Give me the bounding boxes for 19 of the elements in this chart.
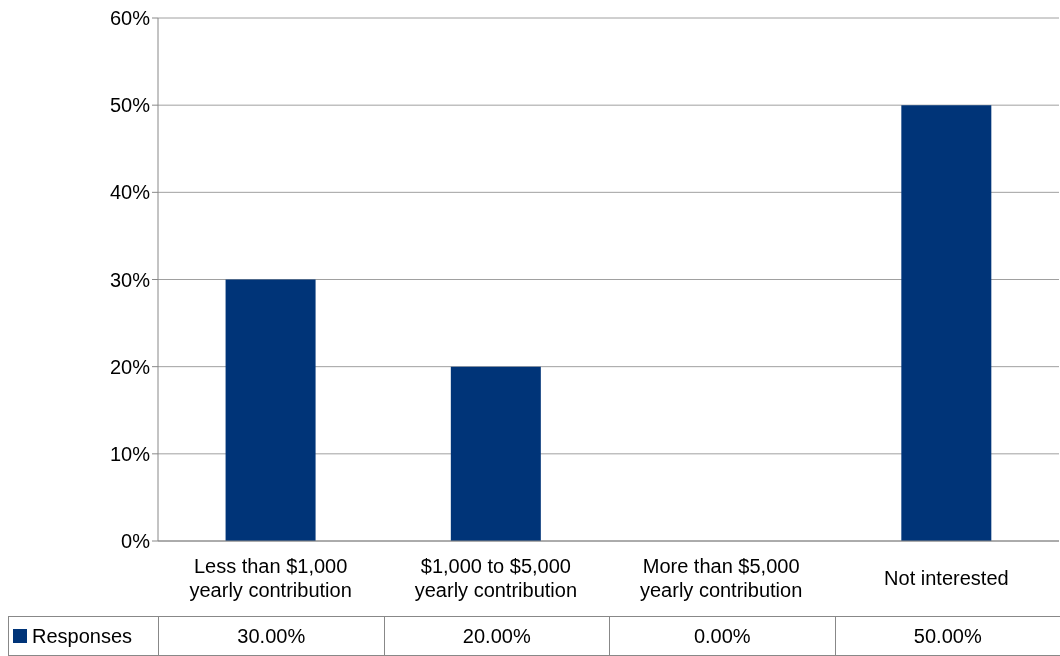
x-tick-label: $1,000 to $5,000 yearly contribution: [414, 555, 578, 601]
data-label: 50.00%: [834, 617, 1060, 655]
data-label: 0.00%: [609, 617, 835, 655]
bar: [901, 105, 992, 541]
data-label: 20.00%: [383, 617, 609, 655]
x-tick-label: Less than $1,000 yearly contribution: [189, 555, 352, 601]
x-tick-label: More than $5,000 yearly contribution: [639, 555, 803, 601]
y-tick-label: 10%: [109, 442, 151, 465]
y-tick-label: 0%: [121, 530, 151, 553]
legend-label: Responses: [32, 624, 133, 648]
x-tick-label: Not interested: [884, 567, 1009, 589]
y-tick-label: 40%: [109, 181, 151, 204]
bar: [225, 279, 316, 541]
y-tick-label: 30%: [109, 268, 151, 291]
bar: [450, 366, 541, 541]
y-tick-label: 60%: [109, 7, 151, 30]
y-tick-label: 50%: [109, 94, 151, 117]
y-tick-label: 20%: [109, 355, 151, 378]
data-label: 30.00%: [158, 617, 384, 655]
